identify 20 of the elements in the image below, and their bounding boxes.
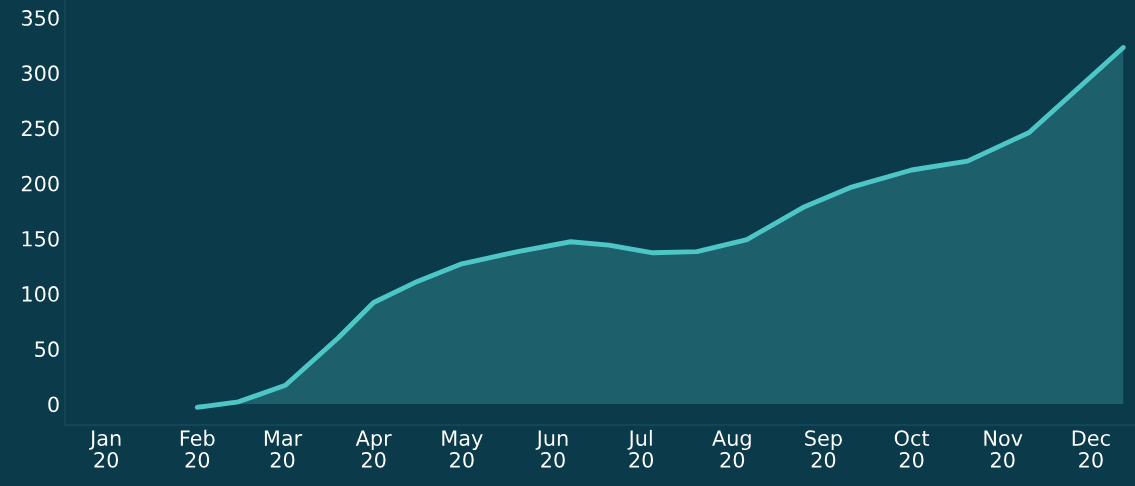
- x-tick-label: May 20: [442, 430, 483, 468]
- x-tick-label: Jan 20: [89, 430, 121, 468]
- x-tick-label: Sep 20: [805, 430, 842, 468]
- y-tick-label: 200: [21, 175, 59, 192]
- y-tick-label: 100: [22, 286, 59, 302]
- x-tick-label: Nov 20: [984, 430, 1023, 468]
- x-tick-label: Oct 20: [894, 430, 930, 468]
- x-tick-label: Jul 20: [627, 429, 654, 468]
- x-tick-label: Mar 20: [264, 430, 303, 468]
- x-tick-label: Apr 20: [355, 430, 392, 468]
- x-tick-label: Jun 20: [535, 430, 568, 468]
- y-tick-label: 150: [22, 230, 59, 247]
- y-tick-label: 0: [48, 396, 59, 413]
- x-tick-label: Dec 20: [1072, 430, 1110, 468]
- y-tick-label: 300: [21, 65, 59, 82]
- y-tick-label: 50: [35, 341, 59, 358]
- x-tick-label: Feb 20: [180, 429, 215, 468]
- y-tick-label: 350: [21, 10, 59, 26]
- x-tick-label: Aug 20: [712, 430, 751, 468]
- y-tick-label: 250: [21, 120, 59, 137]
